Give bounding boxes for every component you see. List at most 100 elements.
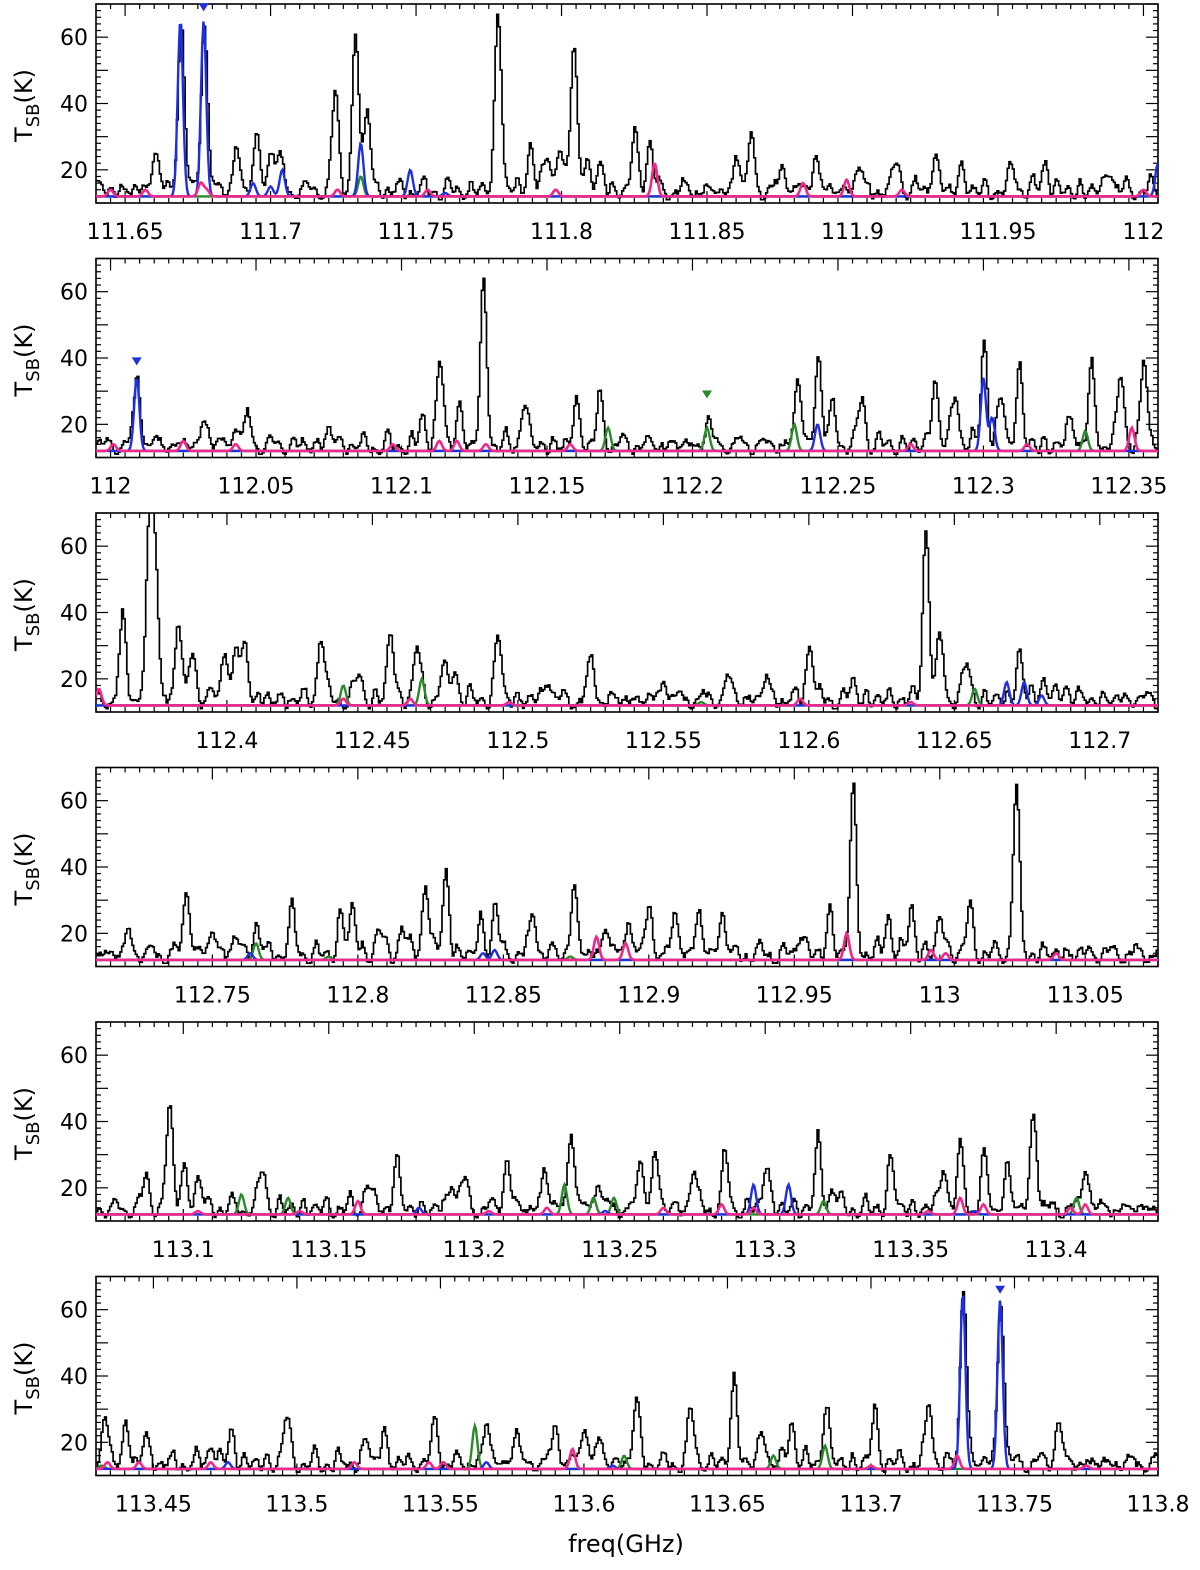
plot-area <box>96 782 1158 965</box>
observed-spectrum <box>96 782 1158 965</box>
x-tick-label: 112 <box>1122 220 1164 245</box>
model-series-green <box>96 1421 1158 1471</box>
observed-spectrum <box>96 1105 1158 1219</box>
y-axis-label: TSB(K) <box>10 1087 44 1161</box>
x-tick-label: 112.3 <box>952 475 1015 500</box>
x-tick-label: 112.55 <box>625 729 702 754</box>
line-marker-triangle <box>702 390 713 399</box>
model-series-pink <box>96 930 1158 962</box>
y-tick-label: 40 <box>60 602 88 627</box>
observed-spectrum <box>96 277 1158 456</box>
model-series-pink <box>96 425 1158 453</box>
x-tick-label: 113.55 <box>402 1493 479 1518</box>
line-marker-triangle <box>995 1285 1006 1294</box>
y-axis-label: TSB(K) <box>10 69 44 143</box>
x-tick-label: 111.8 <box>530 220 593 245</box>
x-tick-label: 112.2 <box>661 475 724 500</box>
x-tick-label: 112.9 <box>617 984 680 1009</box>
x-tick-label: 113.75 <box>976 1493 1053 1518</box>
model-series-pink <box>96 1196 1158 1216</box>
y-tick-label: 60 <box>60 281 88 306</box>
plot-area <box>96 1290 1158 1474</box>
x-tick-label: 112.7 <box>1068 729 1131 754</box>
x-tick-label: 112.05 <box>218 475 295 500</box>
x-tick-label: 112.25 <box>799 475 876 500</box>
y-tick-label: 40 <box>60 347 88 372</box>
x-tick-label: 113.8 <box>1127 1493 1190 1518</box>
y-tick-label: 60 <box>60 1044 88 1069</box>
plot-area <box>96 13 1158 201</box>
y-tick-label: 20 <box>60 159 88 184</box>
line-marker-triangle <box>131 357 142 366</box>
plot-area <box>96 1105 1158 1219</box>
x-tick-label: 113.05 <box>1047 984 1124 1009</box>
y-tick-label: 60 <box>60 1299 88 1324</box>
x-tick-label: 112.35 <box>1090 475 1167 500</box>
x-tick-label: 111.95 <box>959 220 1036 245</box>
x-tick-label: 111.75 <box>378 220 455 245</box>
x-tick-label: 112.85 <box>465 984 542 1009</box>
y-tick-label: 20 <box>60 1177 88 1202</box>
y-axis-label: TSB(K) <box>10 1342 44 1416</box>
spectrum-panel-6: 20 40 60 113.45 113.5 113.55 113.6 113.65 113.7 1… <box>10 1275 1190 1518</box>
plot-frame <box>95 257 1159 459</box>
observed-spectrum <box>96 1290 1158 1474</box>
plot-frame <box>95 512 1159 713</box>
x-tick-label: 113.65 <box>689 1493 766 1518</box>
x-axis-label: freq(GHz) <box>568 1530 684 1558</box>
x-tick-label: 112.75 <box>174 984 251 1009</box>
y-tick-label: 20 <box>60 668 88 693</box>
x-tick-label: 113.5 <box>265 1493 328 1518</box>
x-tick-label: 111.7 <box>239 220 302 245</box>
plot-frame <box>95 3 1159 204</box>
x-tick-label: 112.95 <box>756 984 833 1009</box>
x-tick-label: 113.2 <box>443 1238 506 1263</box>
spectrum-panel-3: 20 40 60 112.4 112.45 112.5 112.55 112.6 112.65 1… <box>10 512 1159 754</box>
y-axis-label: TSB(K) <box>10 578 44 652</box>
y-tick-label: 40 <box>60 1111 88 1136</box>
model-series-pink <box>96 687 1158 707</box>
x-tick-label: 112.15 <box>508 475 585 500</box>
x-tick-label: 113.7 <box>839 1493 902 1518</box>
y-tick-label: 40 <box>60 1365 88 1390</box>
model-series-pink <box>96 161 1158 198</box>
y-tick-label: 40 <box>60 93 88 118</box>
observed-spectrum <box>96 13 1158 201</box>
x-tick-label: 112.8 <box>326 984 389 1009</box>
y-tick-label: 20 <box>60 922 88 947</box>
x-tick-label: 112.5 <box>486 729 549 754</box>
x-tick-label: 113 <box>919 984 961 1009</box>
x-tick-label: 112.4 <box>195 729 258 754</box>
y-axis-label: TSB(K) <box>10 324 44 398</box>
panels: 20 40 60 111.65 111.7 111.75 111.8 111.85 111.9 1… <box>10 3 1190 1518</box>
plot-frame <box>95 766 1159 968</box>
x-tick-label: 113.35 <box>872 1238 949 1263</box>
x-tick-label: 113.6 <box>552 1493 615 1518</box>
x-tick-label: 113.1 <box>152 1238 215 1263</box>
y-tick-label: 40 <box>60 856 88 881</box>
spectrum-panel-5: 20 40 60 113.1 113.15 113.2 113.25 113.3 113.35 1… <box>10 1021 1159 1263</box>
x-tick-label: 113.4 <box>1025 1238 1088 1263</box>
x-tick-label: 112.65 <box>916 729 993 754</box>
x-tick-label: 111.65 <box>87 220 164 245</box>
x-tick-label: 112.45 <box>334 729 411 754</box>
x-tick-label: 113.15 <box>290 1238 367 1263</box>
model-series-blue <box>96 1295 1158 1471</box>
x-tick-label: 111.9 <box>821 220 884 245</box>
plot-area <box>96 513 1158 710</box>
plot-area <box>96 277 1158 456</box>
line-marker-triangle <box>198 3 209 12</box>
y-tick-label: 20 <box>60 413 88 438</box>
x-tick-label: 113.25 <box>581 1238 658 1263</box>
model-series-blue <box>96 21 1158 198</box>
y-axis-label: TSB(K) <box>10 833 44 907</box>
spectrum-panel-4: 20 40 60 112.75 112.8 112.85 112.9 112.95 113 113… <box>10 766 1159 1009</box>
spectrum-panel-2: 20 40 60 112 112.05 112.1 112.15 112.2 112.25 112… <box>10 257 1167 500</box>
model-series-pink <box>96 1446 1158 1471</box>
x-tick-label: 113.45 <box>115 1493 192 1518</box>
y-tick-label: 60 <box>60 535 88 560</box>
y-tick-label: 60 <box>60 26 88 51</box>
spectrum-panel-1: 20 40 60 111.65 111.7 111.75 111.8 111.85 111.9 1… <box>10 3 1164 245</box>
x-tick-label: 111.85 <box>669 220 746 245</box>
